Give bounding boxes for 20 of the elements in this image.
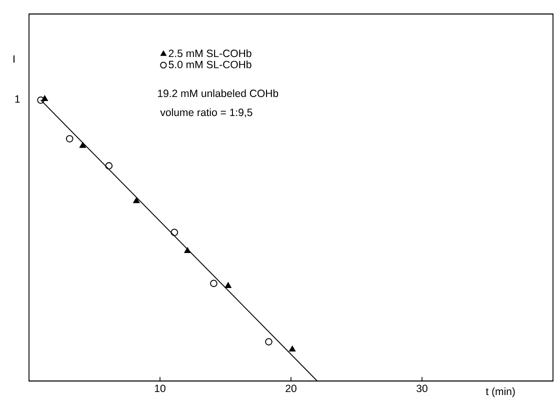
x-tick-label: 20 [286,384,296,392]
point [184,247,191,254]
x-tick-label: 10 [154,384,166,392]
legend-label: 5.0 mM SL-COHb [168,60,252,68]
point [210,280,218,288]
x-axis-title: t (min) [486,387,515,398]
point [170,228,178,236]
annotation: volume ratio = 1:9,5 [160,108,252,118]
point [265,338,272,346]
point [133,197,140,204]
x-tick-label: 30 [416,384,428,392]
text: 19.2 mM unlabeled COHb [158,89,278,98]
point [66,135,74,142]
point [79,142,86,148]
point [289,346,296,352]
point [105,162,113,170]
point [37,96,44,104]
point [224,282,232,288]
legend-label: 2.5 mM SL-COHb [168,49,252,58]
text: 1 [15,95,20,103]
